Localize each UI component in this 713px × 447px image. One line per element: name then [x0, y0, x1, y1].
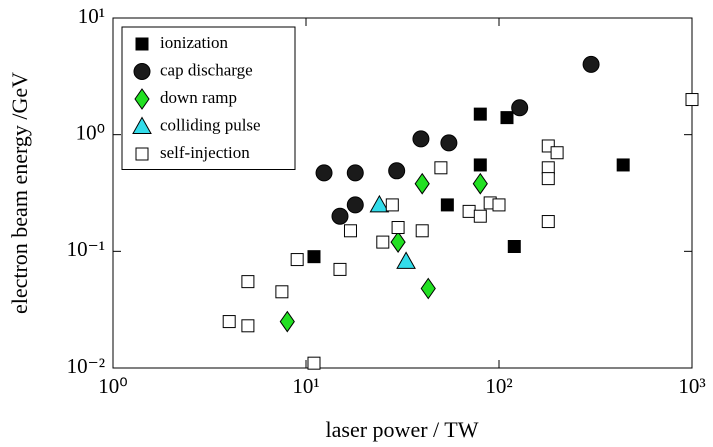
marker-square [241, 319, 255, 333]
marker-circle [388, 162, 406, 180]
marker-circle [315, 164, 333, 182]
marker-square [241, 275, 255, 289]
x-tick-label: 10² [485, 374, 512, 398]
marker-square [376, 235, 390, 249]
y-tick-label: 10⁻² [67, 354, 105, 378]
marker-square [541, 172, 555, 186]
marker-square [222, 315, 236, 329]
legend-label: self-injection [160, 143, 250, 162]
marker-square [307, 250, 321, 264]
marker-square [415, 224, 429, 238]
x-axis-label: laser power / TW [326, 417, 479, 442]
marker-triangle [396, 251, 416, 269]
marker-circle [511, 99, 529, 117]
marker-square [385, 198, 399, 212]
marker-circle [346, 196, 364, 214]
marker-square [507, 240, 521, 254]
x-tick-label: 10³ [678, 374, 705, 398]
marker-square [440, 198, 454, 212]
marker-diamond [390, 231, 406, 253]
marker-circle [582, 55, 600, 73]
y-tick-label: 10¹ [78, 4, 105, 28]
marker-square [462, 204, 476, 218]
marker-square [473, 107, 487, 121]
marker-square [275, 285, 289, 299]
marker-square [343, 224, 357, 238]
marker-triangle [369, 194, 390, 213]
legend-marker [133, 63, 151, 80]
legend-label: colliding pulse [160, 115, 261, 134]
marker-square [616, 158, 630, 172]
x-tick-label: 10¹ [292, 374, 319, 398]
y-tick-label: 10⁰ [76, 120, 105, 144]
marker-circle [331, 207, 349, 225]
marker-square [492, 198, 506, 212]
marker-square [541, 161, 555, 175]
marker-square [473, 158, 487, 172]
marker-square [391, 221, 405, 235]
marker-circle [440, 134, 458, 152]
marker-circle [346, 164, 364, 182]
legend-label: down ramp [160, 88, 237, 107]
marker-square [550, 146, 564, 160]
marker-square [473, 209, 487, 223]
marker-square [500, 111, 514, 125]
marker-diamond [279, 310, 295, 333]
legend-label: ionization [160, 33, 228, 52]
x-tick-label: 10⁰ [98, 374, 127, 398]
legend-box [121, 26, 296, 170]
marker-circle [412, 130, 430, 148]
legend-marker [132, 116, 152, 134]
legend-marker [134, 88, 150, 110]
marker-square [333, 262, 347, 276]
y-axis-label: electron beam energy /GeV [7, 72, 32, 314]
marker-diamond [414, 172, 430, 195]
marker-diamond [420, 277, 436, 300]
marker-square [307, 356, 321, 370]
y-tick-label: 10⁻¹ [67, 237, 105, 261]
legend-marker [135, 37, 149, 51]
legend-marker [135, 147, 149, 161]
marker-square [541, 215, 555, 229]
marker-diamond [472, 172, 488, 195]
marker-square [434, 161, 448, 175]
marker-square [685, 93, 699, 107]
legend-label: cap discharge [160, 60, 253, 79]
marker-square [290, 253, 304, 267]
